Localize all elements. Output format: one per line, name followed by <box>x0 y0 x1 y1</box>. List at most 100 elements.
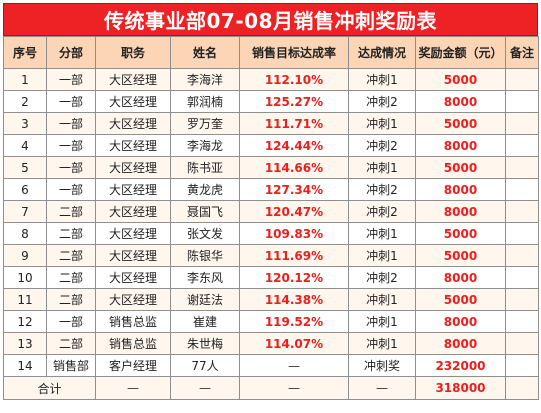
header-rate: 销售目标达成率 <box>239 36 349 69</box>
cell-name: 77人 <box>170 354 240 377</box>
cell-no: 11 <box>3 288 47 311</box>
cell-bonus: 5000 <box>415 222 506 245</box>
header-note: 备注 <box>505 36 539 69</box>
cell-status: 冲刺1 <box>348 222 416 245</box>
cell-status: 冲刺奖 <box>348 354 416 377</box>
cell-status: 冲刺2 <box>348 200 416 223</box>
cell-rate: 112.10% <box>239 68 349 91</box>
cell-no: 1 <box>3 68 47 91</box>
header-dept: 分部 <box>46 36 96 69</box>
cell-bonus: 8000 <box>415 266 506 289</box>
table-row: 7 二部 大区经理 聂国飞 120.47% 冲刺2 8000 <box>3 200 539 223</box>
table-title: 传统事业部07-08月销售冲刺奖励表 <box>3 3 538 36</box>
cell-dept: 二部 <box>46 244 96 267</box>
cell-status: 冲刺1 <box>348 310 416 333</box>
cell-bonus: 5000 <box>415 112 506 135</box>
cell-position: 大区经理 <box>95 178 171 201</box>
header-position: 职务 <box>95 36 171 69</box>
cell-dept: 销售部 <box>46 354 96 377</box>
cell-dept: 一部 <box>46 134 96 157</box>
cell-note <box>505 68 539 91</box>
cell-name: 陈银华 <box>170 244 240 267</box>
cell-position: 销售总监 <box>95 332 171 355</box>
cell-note <box>505 112 539 135</box>
reward-table: 序号 分部 职务 姓名 销售目标达成率 达成情况 奖励金额（元） 备注 1 一部… <box>3 36 539 400</box>
cell-no: 5 <box>3 156 47 179</box>
cell-name: 聂国飞 <box>170 200 240 223</box>
cell-status: 冲刺1 <box>348 68 416 91</box>
cell-no: 10 <box>3 266 47 289</box>
total-label: 合计 <box>3 376 96 400</box>
cell-status: 冲刺1 <box>348 112 416 135</box>
cell-note <box>505 332 539 355</box>
cell-name: 李海洋 <box>170 68 240 91</box>
cell-note <box>505 134 539 157</box>
cell-note <box>505 354 539 377</box>
total-status: — <box>348 376 416 400</box>
cell-note <box>505 156 539 179</box>
cell-rate: 109.83% <box>239 222 349 245</box>
cell-position: 销售总监 <box>95 310 171 333</box>
header-bonus: 奖励金额（元） <box>415 36 506 69</box>
header-status: 达成情况 <box>348 36 416 69</box>
cell-rate: 127.34% <box>239 178 349 201</box>
cell-name: 崔建 <box>170 310 240 333</box>
cell-name: 陈书亚 <box>170 156 240 179</box>
cell-rate: 119.52% <box>239 310 349 333</box>
cell-dept: 一部 <box>46 68 96 91</box>
cell-name: 朱世梅 <box>170 332 240 355</box>
cell-position: 客户经理 <box>95 354 171 377</box>
table-row: 12 一部 销售总监 崔建 119.52% 冲刺1 8000 <box>3 310 539 333</box>
table-row: 6 一部 大区经理 黄龙虎 127.34% 冲刺2 8000 <box>3 178 539 201</box>
total-row: 合计 — — — — 318000 <box>3 376 539 400</box>
cell-position: 大区经理 <box>95 90 171 113</box>
cell-rate: 114.66% <box>239 156 349 179</box>
cell-bonus: 8000 <box>415 90 506 113</box>
cell-name: 谢廷法 <box>170 288 240 311</box>
cell-rate: 120.47% <box>239 200 349 223</box>
cell-bonus: 8000 <box>415 178 506 201</box>
cell-dept: 一部 <box>46 90 96 113</box>
cell-status: 冲刺2 <box>348 266 416 289</box>
cell-bonus: 8000 <box>415 310 506 333</box>
table-row: 2 一部 大区经理 郭润楠 125.27% 冲刺2 8000 <box>3 90 539 113</box>
cell-name: 罗万奎 <box>170 112 240 135</box>
cell-status: 冲刺1 <box>348 244 416 267</box>
cell-dept: 一部 <box>46 112 96 135</box>
cell-dept: 一部 <box>46 156 96 179</box>
table-row: 9 二部 大区经理 陈银华 111.69% 冲刺1 5000 <box>3 244 539 267</box>
cell-name: 郭润楠 <box>170 90 240 113</box>
cell-rate: 114.38% <box>239 288 349 311</box>
table-row: 5 一部 大区经理 陈书亚 114.66% 冲刺1 5000 <box>3 156 539 179</box>
cell-name: 李海龙 <box>170 134 240 157</box>
cell-bonus: 5000 <box>415 288 506 311</box>
cell-note <box>505 244 539 267</box>
table-row: 14 销售部 客户经理 77人 — 冲刺奖 232000 <box>3 354 539 377</box>
cell-dept: 二部 <box>46 222 96 245</box>
cell-no: 12 <box>3 310 47 333</box>
cell-position: 大区经理 <box>95 288 171 311</box>
cell-rate: — <box>239 354 349 377</box>
total-position: — <box>95 376 171 400</box>
cell-status: 冲刺2 <box>348 134 416 157</box>
cell-status: 冲刺1 <box>348 288 416 311</box>
cell-no: 13 <box>3 332 47 355</box>
total-bonus: 318000 <box>415 376 506 400</box>
cell-dept: 二部 <box>46 266 96 289</box>
cell-dept: 二部 <box>46 288 96 311</box>
cell-position: 大区经理 <box>95 266 171 289</box>
cell-no: 2 <box>3 90 47 113</box>
cell-position: 大区经理 <box>95 134 171 157</box>
header-no: 序号 <box>3 36 47 69</box>
cell-note <box>505 310 539 333</box>
cell-dept: 二部 <box>46 332 96 355</box>
cell-name: 李东风 <box>170 266 240 289</box>
cell-status: 冲刺2 <box>348 178 416 201</box>
cell-note <box>505 222 539 245</box>
total-rate: — <box>239 376 349 400</box>
table-row: 3 一部 大区经理 罗万奎 111.71% 冲刺1 5000 <box>3 112 539 135</box>
header-row: 序号 分部 职务 姓名 销售目标达成率 达成情况 奖励金额（元） 备注 <box>3 36 539 69</box>
cell-note <box>505 288 539 311</box>
cell-rate: 125.27% <box>239 90 349 113</box>
